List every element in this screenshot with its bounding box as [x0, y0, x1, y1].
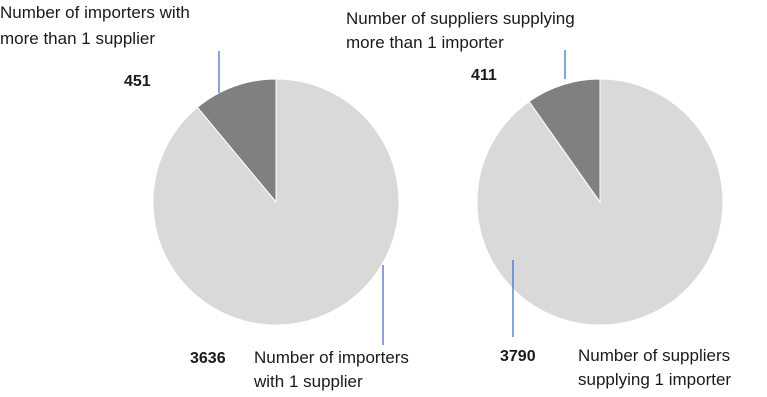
category-label: Number of importers with: [0, 3, 190, 22]
category-label: more than 1 supplier: [0, 29, 155, 48]
category-label: Number of importers: [254, 348, 409, 367]
data-label: 3790: [500, 348, 536, 365]
pie-slice: [152, 78, 400, 326]
category-label: Number of suppliers supplying: [346, 9, 575, 28]
category-label: supplying 1 importer: [578, 370, 731, 389]
pie-chart-1: 451 Number of importers with more than 1 s…: [0, 3, 409, 391]
pie-slice: [476, 78, 724, 326]
data-label: 411: [471, 67, 497, 84]
data-label: 3636: [190, 350, 226, 367]
category-label: with 1 supplier: [253, 372, 363, 391]
pie-chart-2: 411 Number of suppliers supplying more tha…: [346, 9, 731, 389]
category-label: Number of suppliers: [578, 346, 730, 365]
category-label: more than 1 importer: [346, 33, 504, 52]
pie-slice: [196, 78, 277, 204]
pie-slice: [528, 78, 601, 204]
data-label: 451: [124, 73, 151, 90]
